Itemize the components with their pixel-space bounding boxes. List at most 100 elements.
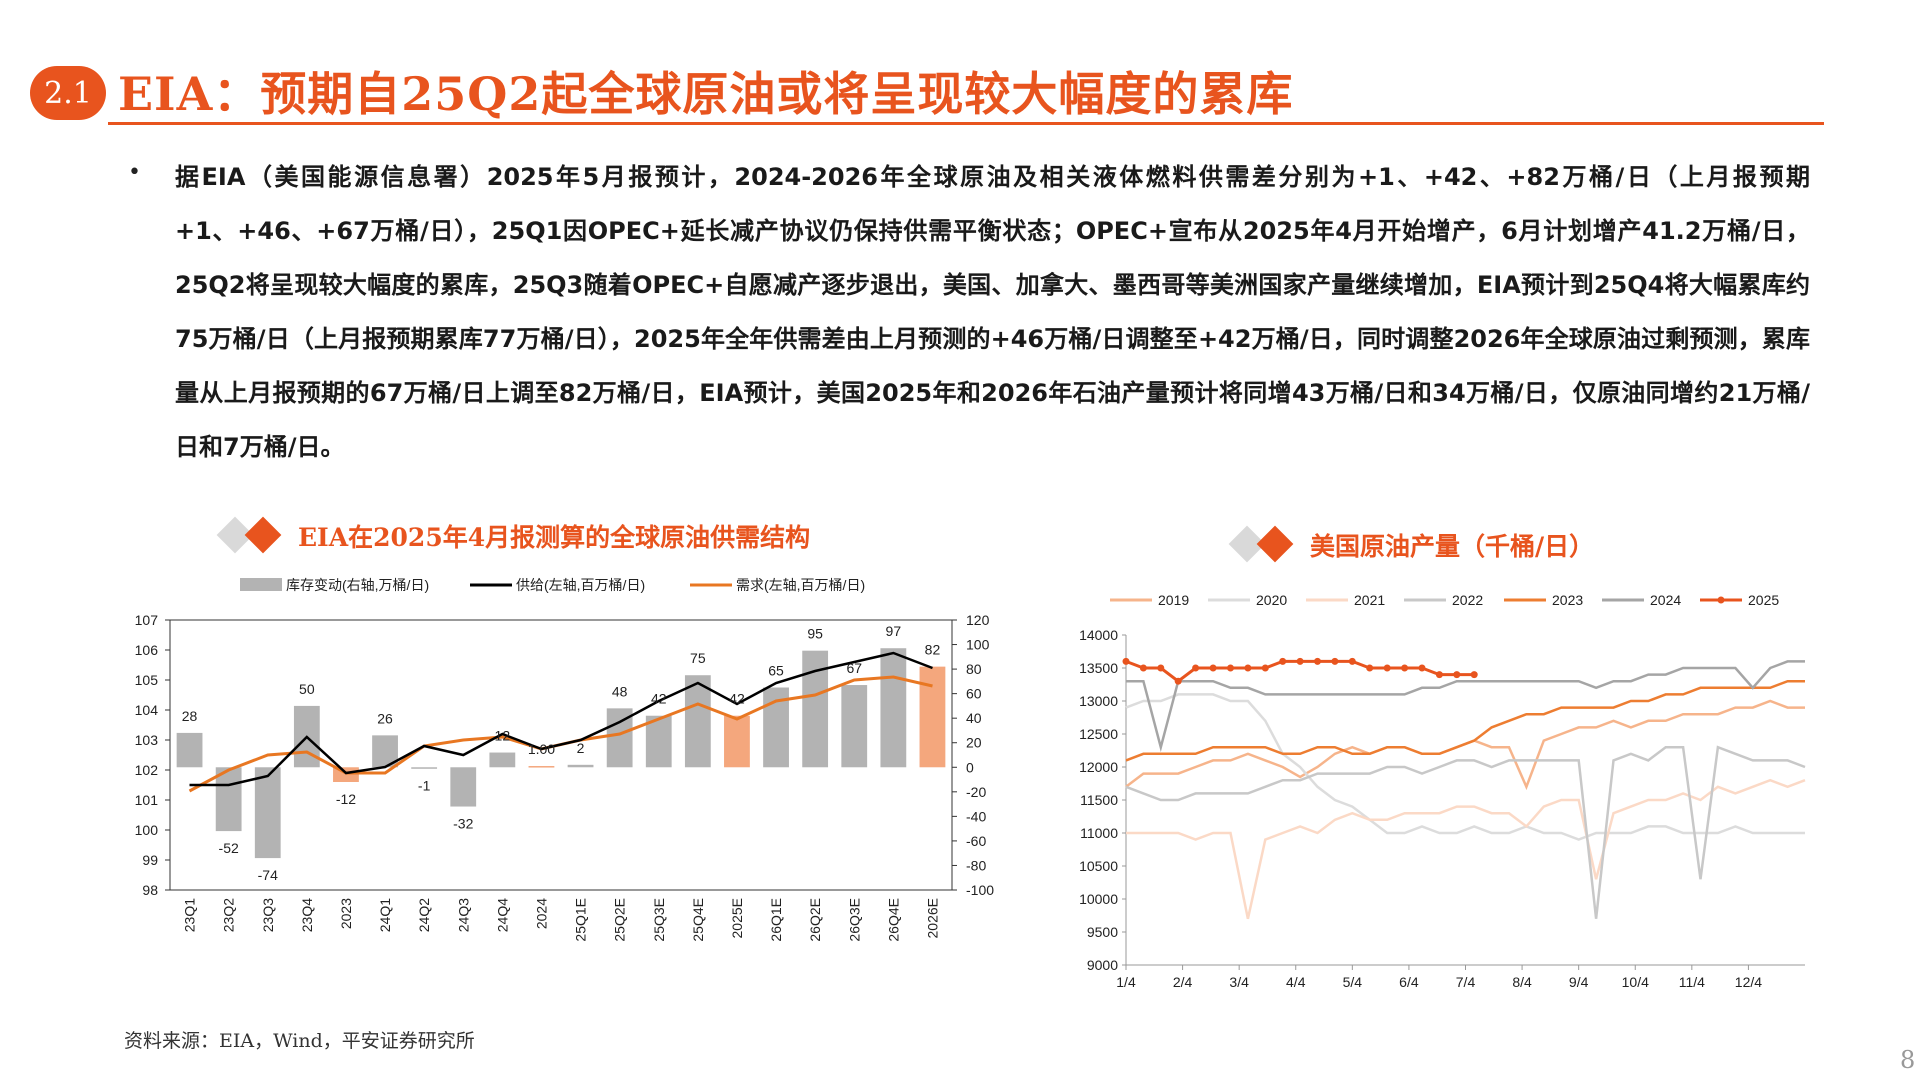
right-tick-label: -80 [966,857,986,873]
series-point-2025 [1139,664,1147,672]
legend-marker [1717,596,1725,604]
inventory-bar [254,767,281,859]
legend-label: 2022 [1452,592,1483,608]
y-tick-label: 9500 [1087,924,1118,940]
x-tick-label: 10/4 [1622,974,1649,990]
bar-data-label: 12 [495,728,511,744]
series-point-2025 [1331,657,1339,665]
category-label: 24Q3 [455,898,471,932]
inventory-bar [489,752,516,768]
series-point-2025 [1261,664,1269,672]
legend-label: 2021 [1354,592,1385,608]
category-label: 2026E [924,898,940,938]
right-tick-label: -40 [966,808,986,824]
category-label: 23Q1 [182,898,198,932]
x-tick-label: 8/4 [1512,974,1532,990]
y-tick-label: 11000 [1080,825,1118,841]
y-tick-label: 12500 [1079,726,1118,742]
bar-data-label: -12 [336,791,356,807]
series-point-2025 [1401,664,1409,672]
bar-data-label: -1 [418,778,431,794]
inventory-bar [919,666,946,768]
inventory-bar [841,685,868,768]
category-label: 2023 [338,898,354,929]
source-note: 资料来源：EIA，Wind，平安证券研究所 [124,1030,475,1052]
x-tick-label: 11/4 [1679,974,1705,990]
series-point-2025 [1435,671,1443,679]
legend-label: 2019 [1158,592,1189,608]
series-point-2025 [1453,671,1461,679]
category-label: 23Q2 [221,898,237,932]
right-tick-label: 120 [966,612,990,628]
category-label: 25Q4E [690,898,706,942]
series-point-2025 [1348,657,1356,665]
section-number-badge: 2.1 [30,66,106,120]
summary-paragraph: 据EIA（美国能源信息署）2025年5月报预计，2024-2026年全球原油及相… [175,163,1810,461]
legend-label: 2025 [1748,592,1779,608]
series-point-2025 [1296,657,1304,665]
left-tick-label: 99 [142,852,158,868]
bar-data-label: 82 [925,642,941,658]
series-point-2025 [1122,657,1130,665]
left-tick-label: 100 [135,822,159,838]
series-point-2025 [1174,677,1182,685]
bar-data-label: 2 [577,740,585,756]
legend-label: 2024 [1650,592,1681,608]
inventory-bar [411,767,438,769]
left-tick-label: 98 [142,882,158,898]
right-tick-label: 0 [966,759,974,775]
left-tick-label: 104 [135,702,159,718]
inventory-bar [176,732,203,768]
legend-label: 2023 [1552,592,1583,608]
series-line-2021 [1126,778,1806,920]
category-label: 23Q3 [260,898,276,932]
legend-label: 2020 [1256,592,1287,608]
x-tick-label: 5/4 [1343,974,1363,990]
series-point-2025 [1157,664,1165,672]
series-point-2025 [1227,664,1234,672]
left-tick-label: 105 [135,672,159,688]
series-point-2025 [1383,664,1391,672]
category-label: 23Q4 [299,898,315,932]
right-tick-label: 60 [966,686,982,702]
bar-data-label: 95 [807,626,823,642]
bar-data-label: 42 [729,691,745,707]
inventory-bar [215,767,242,832]
category-label: 25Q1E [573,898,589,942]
left-tick-label: 101 [135,792,159,808]
us-crude-production-chart: 2019 2020 2021 2022 2023 2024 2025 14000 13500 1… [1079,592,1806,990]
x-tick-label: 4/4 [1286,974,1306,990]
inventory-bar [724,715,750,768]
category-label: 24Q1 [377,898,393,932]
legend-inventory-swatch [240,578,282,591]
left-tick-label: 107 [135,612,159,628]
x-tick-label: 2/4 [1173,974,1193,990]
supply-line [189,651,933,787]
inventory-bar [645,715,672,768]
left-tick-label: 103 [135,732,159,748]
x-tick-label: 7/4 [1456,974,1476,990]
right-tick-label: -100 [966,882,994,898]
category-label: 25Q2E [612,898,628,942]
series-point-2025 [1244,664,1252,672]
left-tick-label: 106 [135,642,159,658]
bar-data-label: -52 [219,840,239,856]
bar-data-label: 26 [377,710,393,726]
bar-data-label: 67 [846,660,862,676]
y-tick-label: 13000 [1079,693,1118,709]
category-label: 2024 [533,898,549,929]
legend-demand-label: 需求(左轴,百万桶/日) [736,577,865,593]
series-line-2022 [1125,745,1806,919]
y-tick-label: 11500 [1080,792,1118,808]
inventory-bar [450,767,477,807]
bar-data-label: 1.00 [528,741,555,757]
category-label: 26Q2E [807,898,823,942]
left-chart-title: EIA在2025年4月报测算的全球原油供需结构 [298,523,811,552]
series-line-2023 [1125,679,1805,762]
series-point-2025 [1209,664,1217,672]
right-tick-label: 40 [966,710,982,726]
right-tick-label: 100 [966,637,990,653]
bar-data-label: 48 [612,683,628,699]
series-point-2025 [1314,657,1321,665]
bar-data-label: 28 [182,708,198,724]
